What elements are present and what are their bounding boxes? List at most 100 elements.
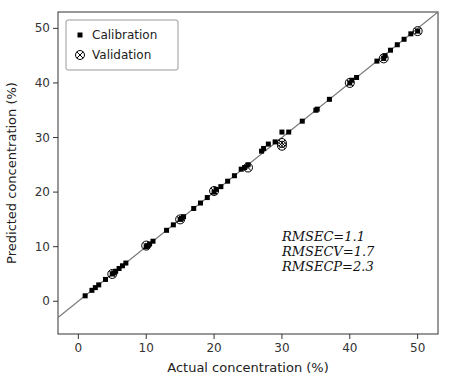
y-tick bbox=[53, 137, 58, 138]
x-tick-label: 10 bbox=[139, 341, 154, 355]
y-tick-label: 30 bbox=[35, 131, 50, 145]
point-cross bbox=[347, 80, 353, 86]
point-square bbox=[232, 173, 237, 178]
x-tick bbox=[281, 334, 282, 339]
point-cross bbox=[177, 216, 183, 222]
point-square bbox=[83, 293, 88, 298]
x-tick bbox=[214, 334, 215, 339]
y-tick-label: 0 bbox=[42, 294, 50, 308]
point-square bbox=[164, 228, 169, 233]
point-circle bbox=[142, 241, 151, 250]
point-square bbox=[198, 201, 203, 206]
legend-label: Validation bbox=[92, 48, 151, 62]
y-tick bbox=[53, 301, 58, 302]
point-cross bbox=[77, 52, 83, 58]
x-tick bbox=[349, 334, 350, 339]
point-square bbox=[402, 37, 407, 42]
point-square bbox=[286, 130, 291, 135]
point-square bbox=[415, 29, 420, 34]
reference-line bbox=[58, 12, 438, 318]
point-square bbox=[78, 33, 83, 38]
point-square bbox=[191, 206, 196, 211]
point-circle bbox=[379, 54, 388, 63]
point-cross bbox=[177, 216, 183, 222]
point-cross bbox=[279, 140, 285, 146]
point-circle bbox=[244, 163, 253, 172]
y-tick-label: 40 bbox=[35, 76, 50, 90]
y-tick bbox=[53, 246, 58, 247]
point-square bbox=[151, 239, 156, 244]
x-axis-label: Actual concentration (%) bbox=[167, 360, 329, 375]
point-cross bbox=[347, 80, 353, 86]
point-cross bbox=[245, 164, 251, 170]
point-cross bbox=[245, 164, 251, 170]
point-square bbox=[395, 42, 400, 47]
point-circle bbox=[76, 51, 85, 60]
legend-box bbox=[66, 20, 178, 70]
point-square bbox=[273, 139, 278, 144]
data bbox=[58, 12, 438, 318]
point-cross bbox=[109, 271, 115, 277]
point-cross bbox=[143, 242, 149, 248]
point-circle-x bbox=[76, 51, 85, 60]
point-circle-x bbox=[108, 269, 117, 278]
point-cross bbox=[109, 271, 115, 277]
x-tick bbox=[146, 334, 147, 339]
point-circle-x bbox=[277, 138, 286, 147]
point-square bbox=[103, 277, 108, 282]
point-circle-x bbox=[345, 78, 354, 87]
point-square bbox=[171, 222, 176, 227]
y-tick-label: 20 bbox=[35, 185, 50, 199]
plot-frame bbox=[58, 12, 438, 334]
annotation-text: RMSEC=1.1 bbox=[281, 229, 365, 244]
point-square bbox=[96, 282, 101, 287]
x-tick-label: 50 bbox=[410, 341, 425, 355]
point-cross bbox=[414, 28, 420, 34]
y-tick bbox=[53, 192, 58, 193]
point-square bbox=[388, 48, 393, 53]
point-circle bbox=[210, 187, 219, 196]
annotation-text: RMSECP=2.3 bbox=[281, 259, 374, 274]
point-circle bbox=[345, 78, 354, 87]
point-circle bbox=[108, 269, 117, 278]
point-cross bbox=[381, 55, 387, 61]
y-tick bbox=[53, 82, 58, 83]
x-tick bbox=[417, 334, 418, 339]
x-tick bbox=[78, 334, 79, 339]
point-square bbox=[266, 142, 271, 147]
point-square bbox=[205, 195, 210, 200]
point-square bbox=[218, 184, 223, 189]
point-circle-x bbox=[413, 27, 422, 36]
point-square bbox=[354, 75, 359, 80]
point-circle bbox=[277, 138, 286, 147]
point-circle bbox=[413, 27, 422, 36]
axes: 0102030405001020304050 bbox=[35, 21, 426, 355]
legend: Calibration Validation bbox=[66, 20, 178, 70]
x-tick-label: 40 bbox=[342, 341, 357, 355]
point-cross bbox=[143, 242, 149, 248]
y-tick bbox=[53, 28, 58, 29]
point-square bbox=[123, 261, 128, 266]
point-cross bbox=[211, 188, 217, 194]
point-circle-x bbox=[142, 241, 151, 250]
y-tick-label: 50 bbox=[35, 21, 50, 35]
annotation-text: RMSECV=1.7 bbox=[281, 244, 375, 259]
point-square bbox=[300, 119, 305, 124]
point-circle-x bbox=[379, 54, 388, 63]
y-axis-label: Predicted concentration (%) bbox=[4, 82, 19, 264]
point-square bbox=[408, 31, 413, 36]
point-cross bbox=[77, 52, 83, 58]
point-square bbox=[225, 179, 230, 184]
x-tick-label: 0 bbox=[75, 341, 83, 355]
point-cross bbox=[211, 188, 217, 194]
x-tick-label: 30 bbox=[274, 341, 289, 355]
point-square bbox=[315, 107, 320, 112]
annotation: RMSEC=1.1RMSECV=1.7RMSECP=2.3 bbox=[281, 229, 375, 274]
point-circle-x bbox=[210, 187, 219, 196]
point-cross bbox=[279, 140, 285, 146]
point-square bbox=[327, 97, 332, 102]
point-cross bbox=[381, 55, 387, 61]
point-square bbox=[279, 130, 284, 135]
legend-label: Calibration bbox=[92, 28, 157, 42]
x-tick-label: 20 bbox=[206, 341, 221, 355]
